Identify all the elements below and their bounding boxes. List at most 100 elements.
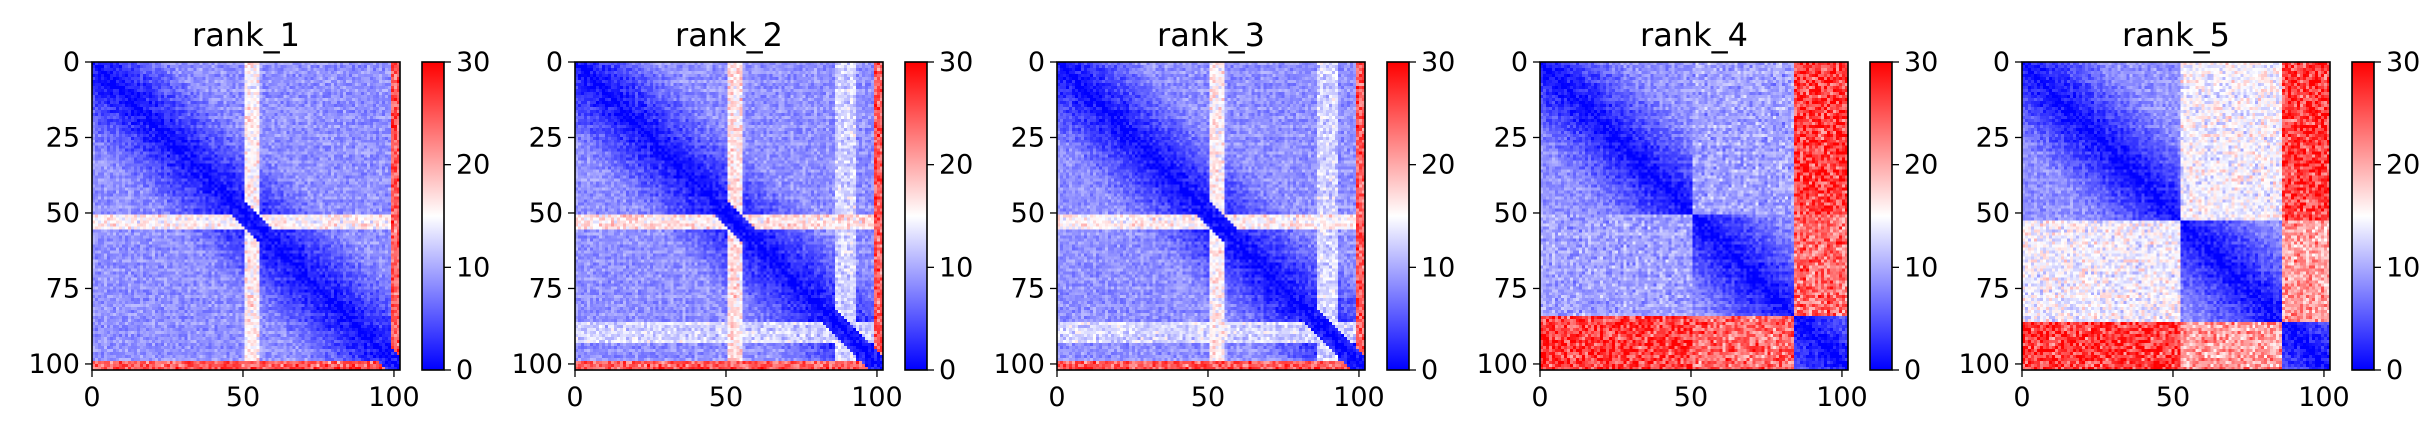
heatmap-cell [182,77,185,80]
heatmap-cell [170,113,173,116]
heatmap-cell [394,65,397,68]
heatmap-cell [301,125,304,128]
heatmap-cell [274,74,277,77]
heatmap-cell [283,74,286,77]
heatmap-cell [346,77,349,80]
heatmap-cell [131,98,134,101]
heatmap-cell [298,92,301,95]
heatmap-cell [176,119,179,122]
heatmap-cell [313,107,316,110]
heatmap-cell [122,122,125,125]
heatmap-cell [322,113,325,116]
heatmap-cell [200,98,203,101]
heatmap-cell [394,77,397,80]
heatmap-cell [301,110,304,113]
heatmap-cell [385,95,388,98]
heatmap-cell [113,83,116,86]
heatmap-cell [259,92,262,95]
heatmap-cell [221,95,224,98]
heatmap-cell [349,71,352,74]
heatmap-cell [128,116,131,119]
heatmap-cell [188,131,191,134]
heatmap-cell [289,113,292,116]
heatmap-cell [170,125,173,128]
heatmap-cell [307,77,310,80]
heatmap-cell [128,128,131,131]
heatmap-cell [245,92,248,95]
heatmap-cell [203,92,206,95]
heatmap-cell [146,113,149,116]
heatmap-cell [188,71,191,74]
heatmap-cell [340,119,343,122]
heatmap-cell [182,95,185,98]
heatmap-cell [319,71,322,74]
heatmap-cell [346,107,349,110]
heatmap-cell [131,68,134,71]
heatmap-cell [289,122,292,125]
heatmap-cell [179,89,182,92]
heatmap-cell [140,128,143,131]
heatmap-cell [230,128,233,131]
heatmap-cell [262,77,265,80]
heatmap-cell [346,83,349,86]
heatmap-cell [206,107,209,110]
heatmap-cell [343,80,346,83]
heatmap-cell [358,77,361,80]
heatmap-cell [110,116,113,119]
heatmap-cell [274,119,277,122]
heatmap-cell [352,83,355,86]
heatmap-cell [194,119,197,122]
heatmap-cell [283,95,286,98]
heatmap-cell [200,125,203,128]
heatmap-cell [352,80,355,83]
heatmap-cell [391,113,394,116]
heatmap-cell [310,119,313,122]
heatmap-cell [182,128,185,131]
heatmap-cell [170,131,173,134]
heatmap-cell [259,119,262,122]
heatmap-cell [382,68,385,71]
heatmap-cell [313,113,316,116]
heatmap-cell [143,92,146,95]
heatmap-cell [322,86,325,89]
heatmap-cell [388,116,391,119]
heatmap-cell [382,113,385,116]
heatmap-cell [376,110,379,113]
heatmap-cell [304,113,307,116]
heatmap-cell [370,71,373,74]
heatmap-cell [298,68,301,71]
heatmap-cell [173,107,176,110]
heatmap-cell [140,119,143,122]
heatmap-cell [215,80,218,83]
heatmap-cell [197,92,200,95]
heatmap-cell [143,74,146,77]
heatmap-cell [268,107,271,110]
heatmap-cell [376,77,379,80]
heatmap-cell [325,83,328,86]
heatmap-cell [307,110,310,113]
heatmap-cell [167,128,170,131]
heatmap-cell [358,71,361,74]
heatmap-cell [334,107,337,110]
heatmap-cell [334,71,337,74]
heatmap-cell [322,74,325,77]
heatmap-cell [161,101,164,104]
heatmap-cell [122,119,125,122]
heatmap-cell [340,122,343,125]
heatmap-cell [179,116,182,119]
heatmap-cell [113,77,116,80]
heatmap-cell [334,77,337,80]
heatmap-cell [286,80,289,83]
heatmap-cell [206,95,209,98]
heatmap-cell [367,119,370,122]
heatmap-cell [310,71,313,74]
heatmap-cell [131,116,134,119]
heatmap-cell [277,104,280,107]
heatmap-cell [107,113,110,116]
heatmap-cell [182,89,185,92]
heatmap-cell [155,104,158,107]
heatmap-cell [191,71,194,74]
heatmap-cell [200,107,203,110]
heatmap-cell [277,95,280,98]
heatmap-cell [236,77,239,80]
